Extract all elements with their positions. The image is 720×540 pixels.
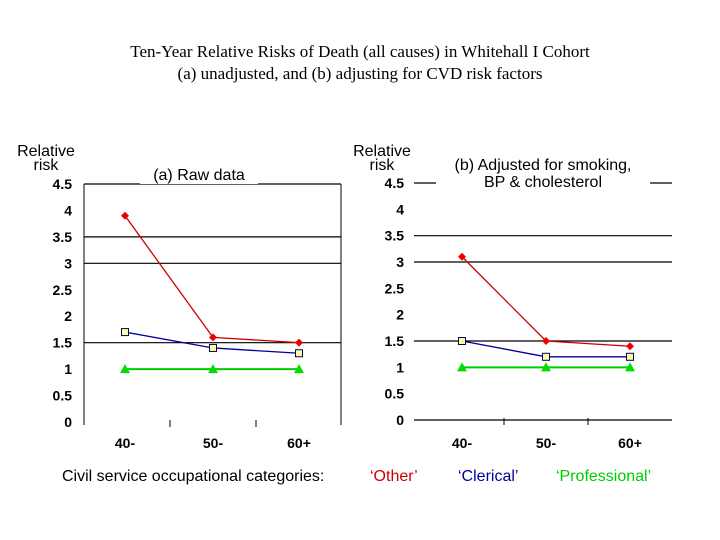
y-tick-label: 3: [396, 254, 404, 270]
data-point-diamond: [209, 333, 217, 342]
y-tick-label: 1.5: [385, 333, 405, 349]
y-tick-label: 3.5: [53, 229, 73, 245]
x-tick-label: 60+: [618, 435, 642, 451]
y-tick-label: 0.5: [53, 388, 73, 404]
data-point-triangle: [120, 364, 130, 374]
y-tick-label: 4.5: [385, 175, 405, 191]
y-tick-label: 2: [64, 308, 72, 324]
y-tick-label: 4: [396, 201, 404, 217]
y-tick-label: 0: [64, 414, 72, 430]
data-point-diamond: [121, 211, 129, 220]
y-tick-label: 1.5: [53, 335, 73, 351]
left-ylabel-line1: Relative: [17, 143, 75, 160]
right-panel-title-line2: BP & cholesterol: [436, 175, 650, 191]
y-tick-label: 2.5: [53, 282, 73, 298]
x-tick-label: 40-: [115, 435, 136, 451]
data-point-square: [542, 352, 550, 361]
data-point-triangle: [625, 362, 635, 372]
data-point-diamond: [458, 252, 466, 261]
y-tick-label: 0: [396, 412, 404, 428]
y-tick-label: 2.5: [385, 280, 405, 296]
data-point-square: [626, 352, 634, 361]
data-point-triangle: [208, 364, 218, 374]
data-point-triangle: [294, 364, 304, 374]
series-line: [461, 256, 631, 347]
series-line: [124, 215, 300, 344]
y-tick-label: 3: [64, 255, 72, 271]
chart-title-line1: Ten-Year Relative Risks of Death (all ca…: [130, 42, 590, 61]
y-tick-label: 0.5: [385, 386, 405, 402]
right-panel-title-line1: (b) Adjusted for smoking,: [436, 158, 650, 174]
data-point-square: [295, 349, 303, 358]
data-point-square: [121, 328, 129, 337]
y-tick-label: 4.5: [53, 176, 73, 192]
legend-prefix: Civil service occupational categories:: [62, 468, 325, 485]
data-point-diamond: [626, 342, 634, 351]
x-tick-label: 40-: [452, 435, 473, 451]
data-point-square: [458, 337, 466, 345]
legend-other: ‘Other’: [370, 468, 418, 485]
left-panel-title: (a) Raw data: [140, 168, 258, 184]
x-tick-label: 60+: [287, 435, 311, 451]
data-point-diamond: [295, 338, 303, 347]
y-tick-label: 4: [64, 202, 72, 218]
y-tick-label: 2: [396, 307, 404, 323]
data-point-triangle: [457, 362, 467, 372]
right-ylabel-line1: Relative: [353, 143, 411, 160]
left-ylabel-line2: risk: [33, 157, 59, 174]
x-tick-label: 50-: [203, 435, 224, 451]
x-tick-label: 50-: [536, 435, 557, 451]
right-ylabel-line2: risk: [369, 157, 395, 174]
legend-clerical: ‘Clerical’: [458, 468, 519, 485]
y-tick-label: 3.5: [385, 228, 405, 244]
y-tick-label: 1: [396, 359, 404, 375]
data-point-diamond: [542, 337, 550, 345]
legend-professional: ‘Professional’: [556, 468, 652, 485]
y-tick-label: 1: [64, 361, 72, 377]
data-point-triangle: [541, 362, 551, 372]
chart-title-line2: (a) unadjusted, and (b) adjusting for CV…: [177, 64, 543, 83]
data-point-square: [209, 343, 217, 352]
